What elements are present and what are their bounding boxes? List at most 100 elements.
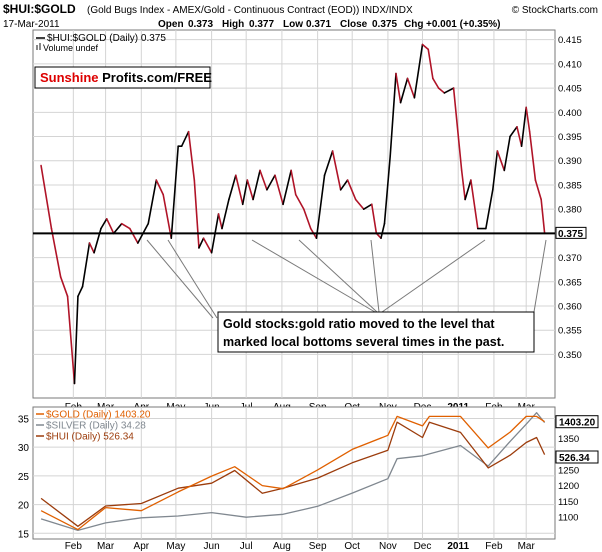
ratio-segment [496, 150, 506, 172]
ratio-segment [399, 77, 409, 104]
bottom-x-tick-label: Mar [97, 541, 115, 552]
ratio-segment [380, 222, 386, 240]
bottom-x-tick-label: Jun [204, 541, 220, 552]
close-label: Close [340, 19, 368, 30]
ratio-segment [187, 130, 196, 181]
volume-icon [36, 45, 38, 50]
ratio-segment [443, 87, 455, 94]
price-tag-top-label: 0.375 [558, 229, 583, 240]
ratio-segment [406, 77, 416, 99]
ratio-segment [413, 43, 424, 99]
ratio-segment [452, 87, 463, 172]
ratio-segment [491, 150, 499, 191]
ratio-segment [120, 222, 131, 230]
ratio-segment [470, 179, 479, 230]
hui-series-line [40, 421, 546, 527]
pointer-line [167, 239, 218, 319]
ratio-segment [259, 169, 268, 191]
high-label: High [222, 19, 244, 30]
ratio-segment [193, 179, 200, 249]
ratio-segment [198, 237, 205, 249]
high-value: 0.377 [249, 19, 274, 30]
ratio-segment [40, 164, 53, 230]
annotation-line-2: marked local bottoms several times in th… [223, 335, 504, 349]
open-label: Open [158, 19, 184, 30]
bottom-x-tick-label: Oct [344, 541, 360, 552]
silver-series-line [40, 412, 546, 532]
ratio-segment [282, 169, 292, 206]
pointer-line [532, 239, 547, 319]
price-tag-box [555, 450, 599, 464]
bottom-x-tick-label: Sep [309, 541, 327, 552]
ratio-segment [73, 295, 79, 385]
top-y-tick-label: 0.415 [558, 35, 582, 46]
ratio-segment [88, 242, 95, 254]
ratio-segment [180, 130, 190, 148]
bottom-right-tick-label: 1200 [558, 481, 579, 492]
top-y-tick-label: 0.365 [558, 277, 582, 288]
ratio-segment [432, 77, 440, 89]
ratio-segment [290, 169, 297, 196]
ratio-segment [346, 179, 357, 201]
open-value: 0.373 [188, 19, 213, 30]
bottom-x-tick-label: Mar [518, 541, 536, 552]
ratio-segment [202, 237, 213, 254]
ratio-segment [252, 169, 261, 201]
ratio-segment [509, 126, 518, 138]
ratio-segment [395, 72, 402, 104]
ratio-segment [217, 213, 223, 230]
top-y-tick-label: 0.405 [558, 84, 582, 95]
ratio-segment [77, 285, 84, 298]
bottom-x-tick-label: Nov [379, 541, 397, 552]
top-y-tick-label: 0.350 [558, 350, 582, 361]
ratio-segment [66, 295, 76, 385]
volume-icon-bar [39, 43, 41, 50]
ratio-segment [294, 193, 305, 210]
bottom-left-tick-label: 15 [18, 529, 30, 540]
ratio-segment [81, 242, 91, 288]
ratio-segment [235, 174, 244, 206]
bottom-left-tick-label: 30 [18, 443, 30, 454]
annotation-pointers [146, 239, 547, 319]
bottom-left-tick-label: 20 [18, 501, 30, 512]
bottom-x-tick-label: Aug [273, 541, 291, 552]
pointer-line [146, 239, 214, 319]
legend-volume-label: Volume undef [43, 43, 99, 53]
ratio-segment [464, 179, 472, 201]
ratio-segment [534, 179, 542, 201]
top-y-tick-label: 0.395 [558, 132, 582, 143]
ratio-segment [421, 43, 430, 51]
ratio-segment [170, 145, 179, 240]
ratio-segment [59, 276, 69, 298]
pointer-line [381, 239, 486, 313]
ratio-segment [241, 179, 249, 206]
watermark-text: Sunshine Profits.com/FREE [40, 70, 212, 85]
ratio-segment [246, 179, 254, 201]
ratio-segment [323, 150, 334, 177]
pointer-line [251, 239, 376, 313]
ratio-segment [100, 218, 108, 230]
bottom-x-tick-label: 2011 [447, 541, 469, 552]
bottom-right-tick-label: 1100 [558, 513, 578, 524]
ratio-segment [460, 169, 466, 201]
ratio-segment [112, 222, 123, 235]
top-y-tick-label: 0.380 [558, 205, 582, 216]
ratio-segment [437, 87, 446, 94]
ratio-segment [155, 179, 165, 196]
ratio-segment [540, 198, 546, 235]
top-y-tick-label: 0.355 [558, 326, 582, 337]
ratio-segment [50, 227, 62, 278]
ratio-segment [162, 193, 173, 240]
top-y-tick-label: 0.400 [558, 108, 582, 119]
bottom-right-tick-label: 1150 [558, 497, 578, 508]
top-y-tick-label: 0.370 [558, 253, 582, 264]
ratio-segment [339, 179, 349, 191]
commodity-series [40, 412, 546, 532]
ticker-description: (Gold Bugs Index - AMEX/Gold - Continuou… [87, 5, 413, 16]
ratio-segment [528, 130, 537, 181]
price-tag-top-box [555, 226, 587, 239]
top-y-tick-label: 0.390 [558, 156, 582, 167]
price-tag-box [555, 415, 599, 429]
ticker-title: $HUI:$GOLD [3, 2, 76, 16]
